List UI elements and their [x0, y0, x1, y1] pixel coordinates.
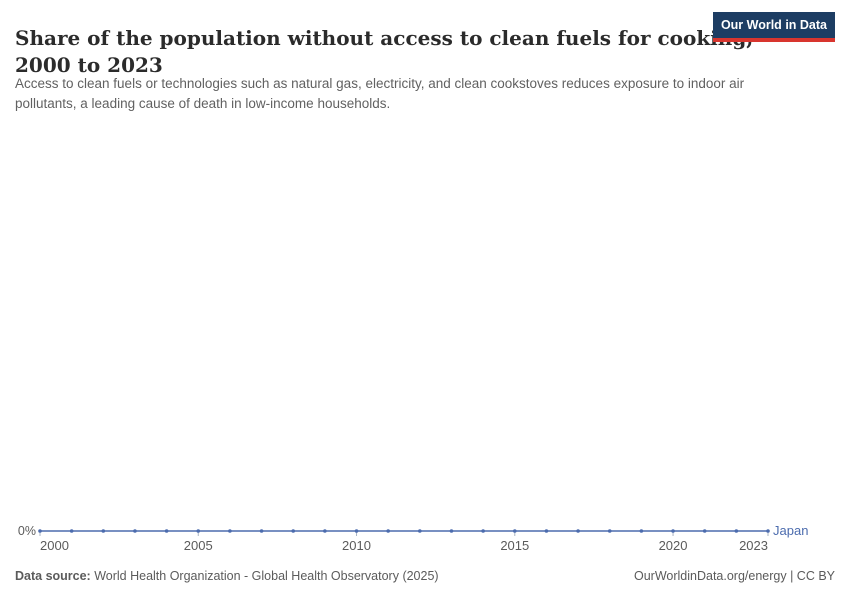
chart-title: Share of the population without access t…	[15, 25, 753, 79]
data-point[interactable]	[228, 529, 232, 533]
line-chart-plot[interactable]	[0, 505, 850, 545]
series-entity-label[interactable]: Japan	[773, 523, 809, 538]
data-point[interactable]	[196, 529, 201, 533]
data-point[interactable]	[323, 529, 327, 533]
data-point[interactable]	[101, 529, 106, 533]
data-point[interactable]	[766, 529, 770, 533]
data-point[interactable]	[639, 529, 644, 533]
data-point[interactable]	[164, 529, 169, 533]
data-point[interactable]	[481, 529, 485, 533]
x-axis-tick-label: 2023	[739, 538, 768, 553]
data-point[interactable]	[544, 529, 549, 533]
data-point[interactable]	[702, 529, 707, 533]
data-point[interactable]	[354, 529, 359, 533]
data-point[interactable]	[38, 529, 42, 533]
data-point[interactable]	[418, 529, 422, 533]
data-point[interactable]	[386, 529, 390, 533]
chart-title-line1: Share of the population without access t…	[15, 26, 754, 51]
chart-title-line2: 2000 to 2023	[15, 53, 163, 78]
data-source-label: Data source:	[15, 569, 91, 583]
owid-logo[interactable]: Our World in Data	[712, 12, 835, 43]
x-axis-tick-label: 2000	[40, 538, 69, 553]
owid-logo-text-line2: in Data	[785, 18, 827, 32]
x-axis-tick-label: 2010	[342, 538, 371, 553]
data-point[interactable]	[133, 529, 137, 533]
data-point[interactable]	[607, 529, 612, 533]
chart-footer: Data source: World Health Organization -…	[15, 569, 835, 583]
x-axis-tick-label: 2020	[658, 538, 688, 553]
data-point[interactable]	[512, 529, 517, 533]
x-axis-tick-label: 2005	[183, 538, 213, 553]
data-point[interactable]	[69, 529, 74, 533]
chart-subtitle: Access to clean fuels or technologies su…	[15, 74, 825, 113]
chart-subtitle-line2: pollutants, a leading cause of death in …	[15, 95, 391, 111]
x-axis-tick-label: 2015	[500, 538, 530, 553]
y-axis-tick-label: 0%	[17, 524, 36, 538]
data-point[interactable]	[671, 529, 675, 533]
owid-logo-text-line1: Our World	[720, 18, 782, 32]
data-source-text: World Health Organization - Global Healt…	[90, 569, 439, 583]
data-source-note: Data source: World Health Organization -…	[15, 569, 439, 583]
data-point[interactable]	[576, 529, 580, 533]
data-point[interactable]	[449, 529, 454, 533]
chart-subtitle-line1: Access to clean fuels or technologies su…	[15, 76, 745, 91]
data-point[interactable]	[734, 529, 739, 533]
owid-url-license-link[interactable]: OurWorldinData.org/energy | CC BY	[633, 569, 835, 583]
data-point[interactable]	[291, 529, 296, 533]
data-point[interactable]	[259, 529, 264, 533]
